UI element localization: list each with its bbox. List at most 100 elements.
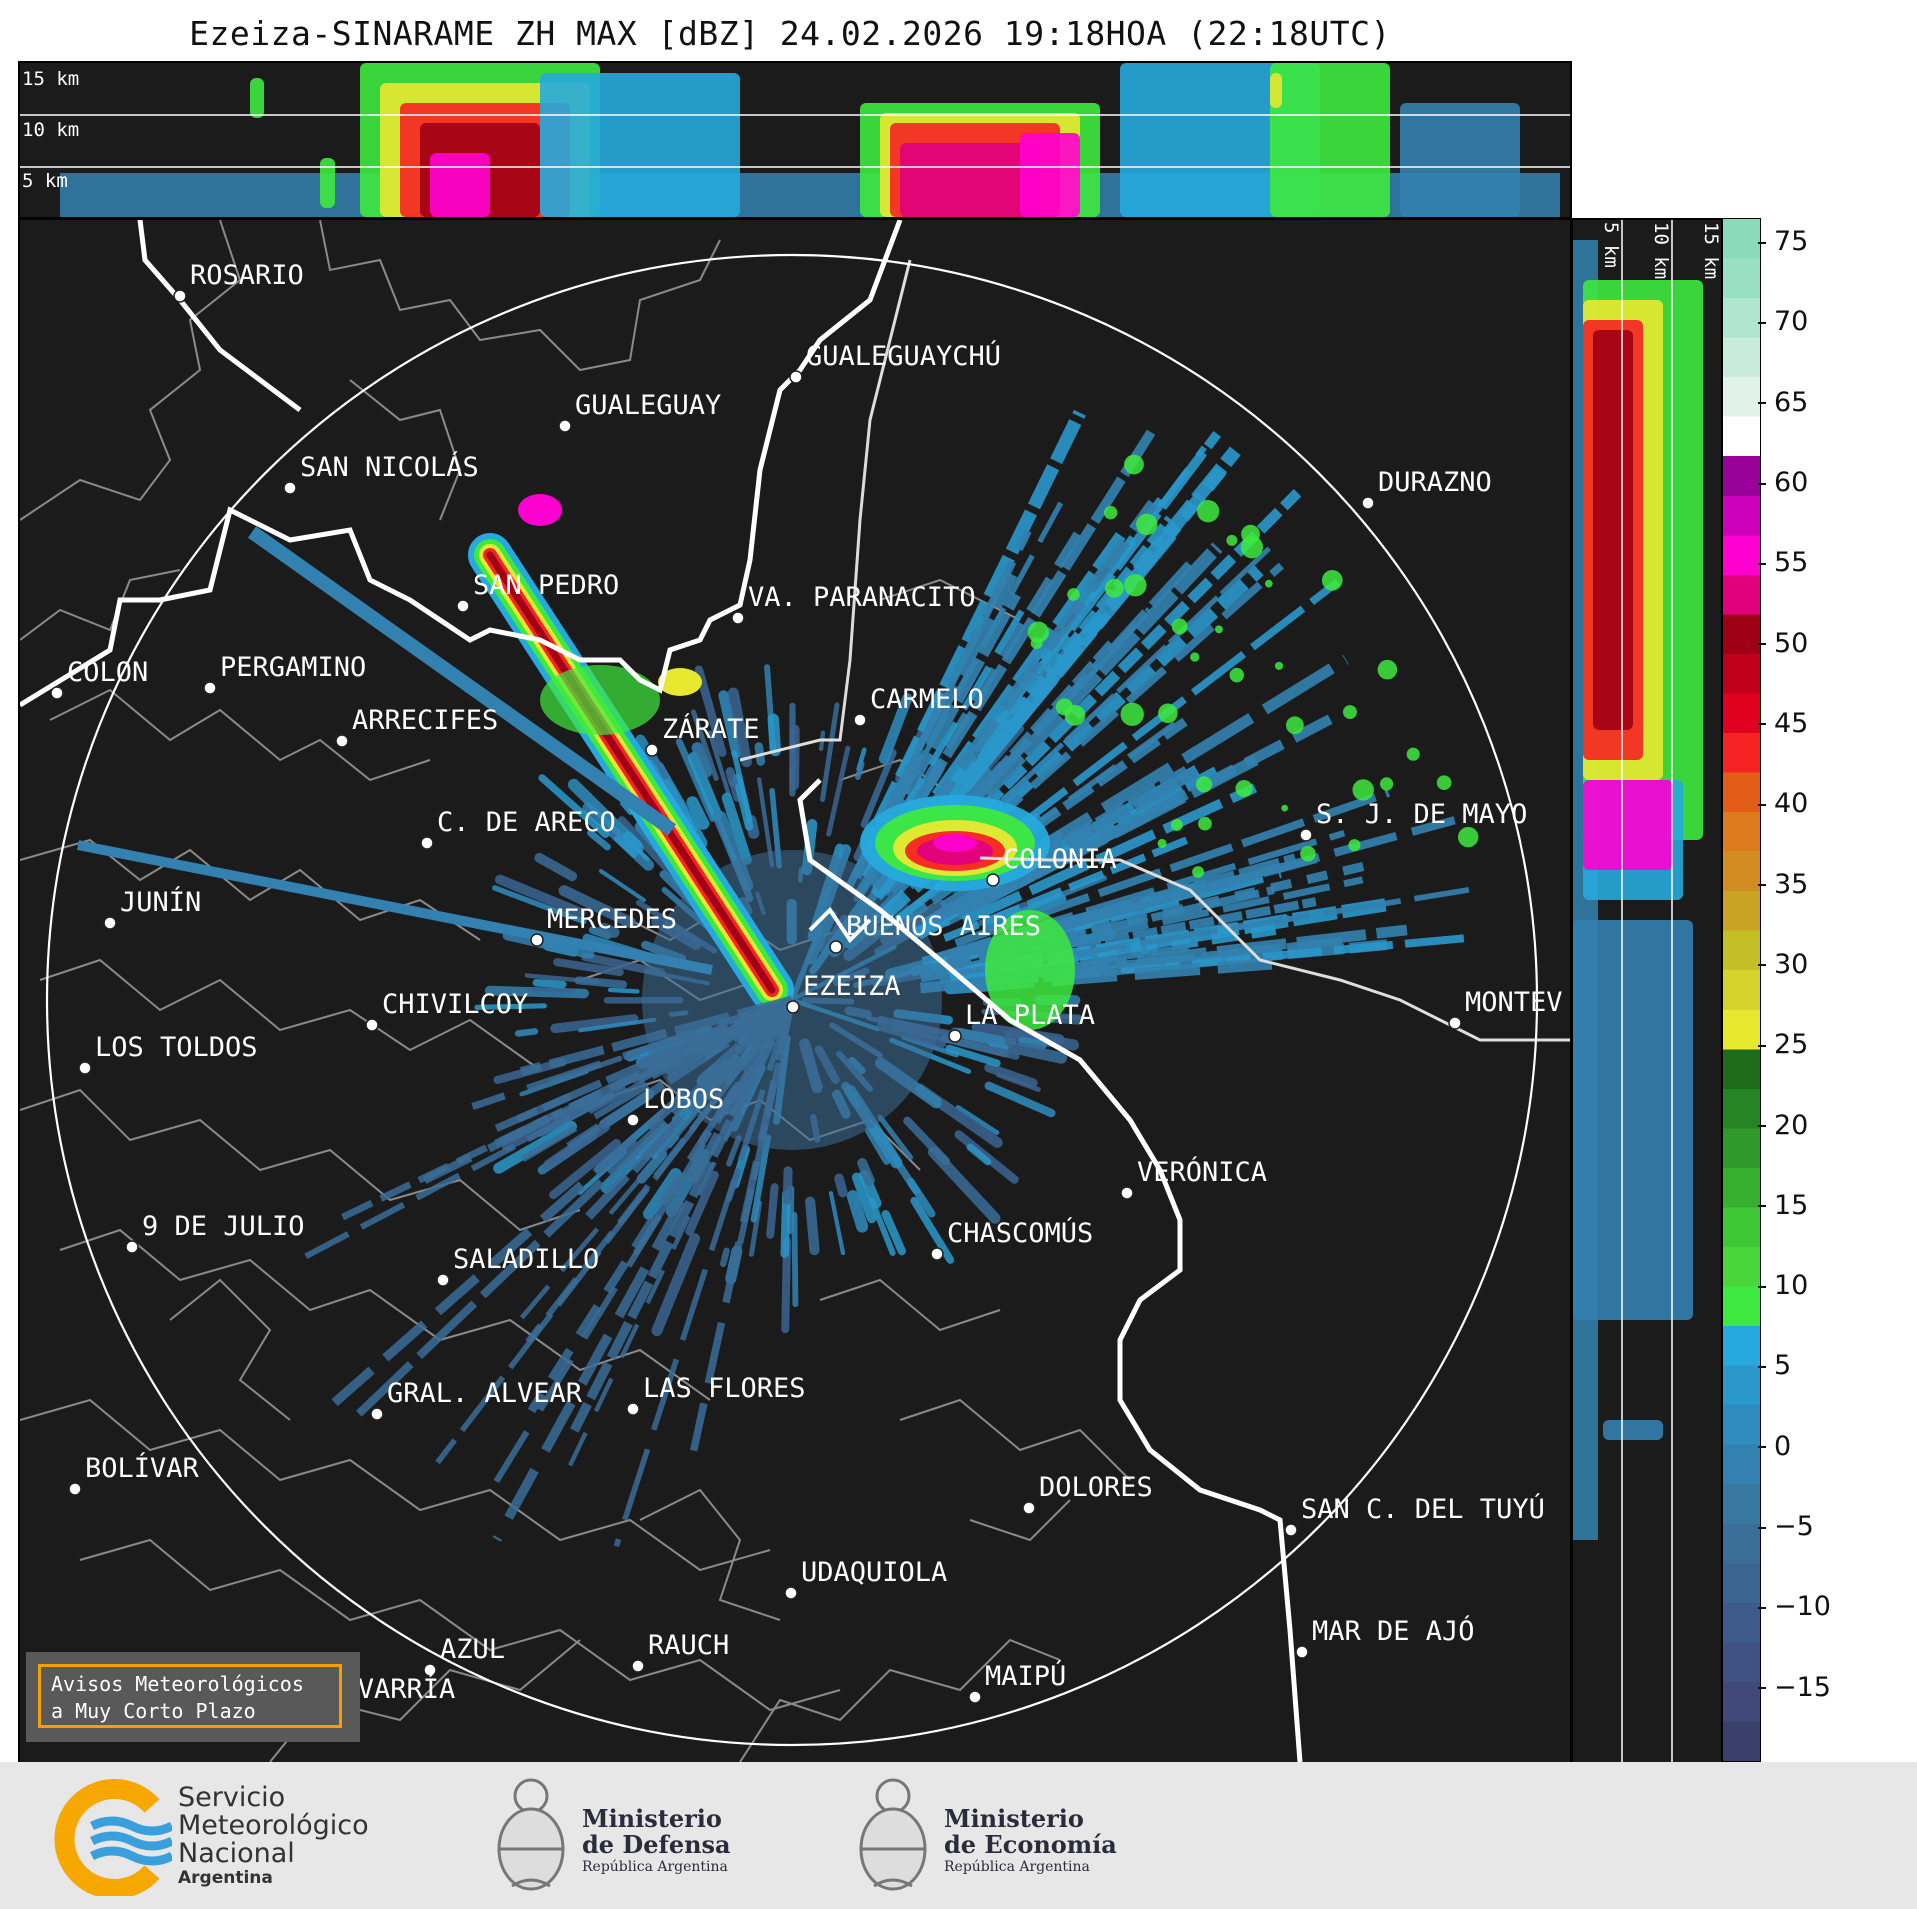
city-marker: LOS TOLDOS <box>78 1032 258 1075</box>
height-label-10km: 10 km <box>22 119 79 141</box>
city-label: SAN PEDRO <box>473 570 619 601</box>
smn-line-2: Meteorológico <box>178 1810 369 1841</box>
city-label: GUALEGUAYCHÚ <box>806 340 1001 372</box>
city-marker: MERCEDES <box>530 904 677 947</box>
city-marker: CHASCOMÚS <box>930 1217 1093 1261</box>
smn-logo-text: Servicio Meteorológico Nacional Argentin… <box>178 1782 369 1889</box>
colorbar-tick: 15 <box>1757 1190 1808 1221</box>
smn-line-1: Servicio <box>178 1782 286 1813</box>
city-label: EZEIZA <box>803 971 901 1002</box>
city-label: DURAZNO <box>1378 467 1492 498</box>
city-label: COLON <box>67 657 148 688</box>
colorbar-tick: 20 <box>1757 1110 1808 1141</box>
defensa-seal-icon <box>497 1778 565 1891</box>
city-label: LA PLATA <box>965 1000 1095 1031</box>
colorbar-tick: 70 <box>1757 306 1808 337</box>
city-label: SALADILLO <box>453 1244 599 1275</box>
city-marker: CARMELO <box>853 684 984 727</box>
smn-line-3: Nacional <box>178 1838 295 1869</box>
city-label: ROSARIO <box>190 260 304 291</box>
city-marker: DOLORES <box>1022 1472 1153 1515</box>
city-label: CHASCOMÚS <box>947 1217 1093 1249</box>
radar-map-panel: ROSARIO GUALEGUAYCHÚ GUALEGUAY SAN NICOLÁS D… <box>18 218 1572 1764</box>
colorbar-tick: 25 <box>1757 1029 1808 1060</box>
side-height-label-15km: 15 km <box>1700 222 1721 279</box>
city-label: RAUCH <box>648 1630 729 1661</box>
city-marker: LA PLATA <box>948 1000 1095 1043</box>
city-label: UDAQUIOLA <box>801 1557 947 1588</box>
city-label: VERÓNICA <box>1137 1156 1267 1188</box>
city-marker: ZÁRATE <box>645 713 760 757</box>
colorbar-tick: 45 <box>1757 708 1808 739</box>
city-marker: 9 DE JULIO <box>125 1211 305 1254</box>
city-marker: SALADILLO <box>436 1244 599 1287</box>
smn-logo-icon <box>54 1779 172 1896</box>
city-label: GRAL. ALVEAR <box>387 1378 583 1409</box>
city-marker: AZUL <box>423 1634 505 1677</box>
city-marker: DURAZNO <box>1361 467 1492 510</box>
city-marker: LAS FLORES <box>626 1373 806 1416</box>
city-marker: SAN PEDRO <box>456 570 619 613</box>
city-marker: SAN C. DEL TUYÚ <box>1284 1493 1545 1537</box>
economia-line-2: de Economía <box>944 1830 1117 1859</box>
notice-box[interactable]: Avisos Meteorológicos a Muy Corto Plazo <box>38 1664 342 1728</box>
city-marker: GUALEGUAYCHÚ <box>789 340 1001 384</box>
economia-line-3: República Argentina <box>944 1859 1090 1875</box>
radar-range-ring <box>45 253 1539 1747</box>
city-marker: GUALEGUAY <box>558 390 721 433</box>
colorbar-tick: 10 <box>1757 1270 1808 1301</box>
city-label: MAIPÚ <box>985 1660 1066 1692</box>
side-echo-layer <box>1573 240 1703 1540</box>
city-label: AZUL <box>440 1634 505 1665</box>
city-marker: VERÓNICA <box>1120 1156 1267 1200</box>
colorbar-tick: 35 <box>1757 869 1808 900</box>
colorbar-tick: 75 <box>1757 226 1808 257</box>
city-marker: BUENOS AIRES <box>829 911 1041 954</box>
city-label: ARRECIFES <box>352 705 498 736</box>
radar-map-svg: ROSARIO GUALEGUAYCHÚ GUALEGUAY SAN NICOLÁS D… <box>20 220 1570 1762</box>
economia-seal-icon <box>859 1778 927 1891</box>
city-marker: C. DE ARECO <box>420 807 616 850</box>
city-label: PERGAMINO <box>220 652 366 683</box>
city-marker: MONTEV <box>1448 987 1563 1030</box>
colorbar-tick: 30 <box>1757 949 1808 980</box>
city-marker: S. J. DE MAYO <box>1299 799 1527 842</box>
footer-logos: Servicio Meteorológico Nacional Argentin… <box>0 1762 1917 1909</box>
height-label-5km: 5 km <box>22 170 68 192</box>
city-label: GUALEGUAY <box>575 390 721 421</box>
city-marker: JUNÍN <box>103 886 201 930</box>
colorbar-tick: 65 <box>1757 387 1808 418</box>
city-marker: ARRECIFES <box>335 705 498 748</box>
city-marker: PERGAMINO <box>203 652 366 695</box>
city-marker: COLONIA <box>986 844 1117 887</box>
city-marker: BOLÍVAR <box>68 1452 200 1496</box>
city-label: LOS TOLDOS <box>95 1032 258 1063</box>
notice-line-1: Avisos Meteorológicos <box>51 1672 304 1696</box>
side-height-label-5km: 5 km <box>1600 222 1622 268</box>
city-label: MAR DE AJÓ <box>1312 1615 1475 1647</box>
city-marker: UDAQUIOLA <box>784 1557 947 1600</box>
side-cross-section-panel: 5 km 10 km 15 km <box>1571 218 1723 1764</box>
city-label: S. J. DE MAYO <box>1316 799 1527 830</box>
city-marker: COLON <box>50 657 148 700</box>
colorbar-tick: 50 <box>1757 628 1808 659</box>
defensa-line-3: República Argentina <box>582 1859 728 1875</box>
city-label: BUENOS AIRES <box>846 911 1041 942</box>
city-label: MERCEDES <box>547 904 677 935</box>
top-echo-layer <box>60 63 1560 217</box>
city-marker: SAN NICOLÁS <box>283 451 479 495</box>
colorbar-tick: 0 <box>1757 1431 1791 1462</box>
city-label: COLONIA <box>1003 844 1117 875</box>
city-label: MONTEV <box>1465 987 1563 1018</box>
city-label: CARMELO <box>870 684 984 715</box>
top-cross-section-svg: 15 km 10 km 5 km <box>20 63 1570 217</box>
economia-line-1: Ministerio <box>944 1804 1084 1833</box>
city-label: C. DE ARECO <box>437 807 616 838</box>
colorbar-tick: 40 <box>1757 788 1808 819</box>
height-label-15km: 15 km <box>22 68 79 90</box>
city-label: VA. PARANACITO <box>748 582 976 613</box>
defensa-line-2: de Defensa <box>582 1830 731 1859</box>
city-label: SAN C. DEL TUYÚ <box>1301 1493 1545 1525</box>
city-marker: MAR DE AJÓ <box>1295 1615 1475 1659</box>
dbz-colorbar <box>1722 218 1761 1762</box>
